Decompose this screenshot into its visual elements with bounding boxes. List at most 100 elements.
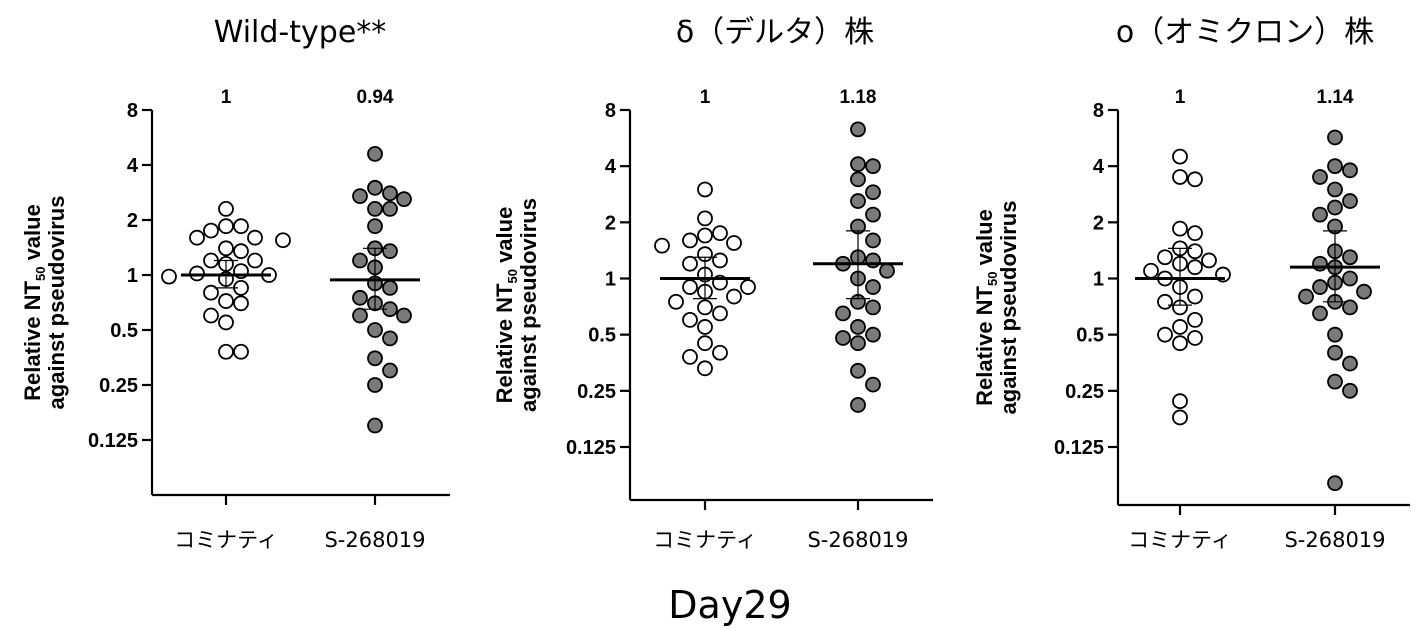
y-axis-label-subscript: 50 bbox=[33, 267, 48, 281]
data-point bbox=[1312, 305, 1328, 322]
data-point bbox=[835, 305, 851, 322]
y-axis-label-suffix: value bbox=[20, 204, 45, 266]
data-point bbox=[697, 319, 713, 335]
data-point bbox=[682, 349, 698, 365]
data-point bbox=[233, 343, 249, 360]
data-point bbox=[161, 268, 177, 285]
data-point bbox=[712, 344, 728, 361]
y-axis-label: Relative NT50 value against pseudovirus bbox=[492, 198, 541, 412]
y-axis-label-line2: against pseudovirus bbox=[516, 198, 541, 412]
panel-title: Wild-type** bbox=[214, 15, 387, 50]
data-point bbox=[1298, 288, 1314, 305]
data-point bbox=[367, 146, 383, 162]
data-point bbox=[1187, 243, 1203, 260]
data-point bbox=[382, 362, 398, 379]
ratio-label: 1 bbox=[1175, 87, 1186, 108]
y-tick-label: 0.125 bbox=[88, 430, 138, 452]
svg-text:Relative NT50 value: Relative NT50 value bbox=[972, 209, 1000, 406]
data-point bbox=[1157, 293, 1173, 310]
y-axis-label-subscript: 50 bbox=[985, 272, 1000, 286]
data-point bbox=[203, 222, 219, 239]
y-axis-label-line2: against pseudovirus bbox=[44, 196, 69, 410]
data-point bbox=[218, 240, 234, 257]
data-point bbox=[1342, 162, 1358, 179]
data-point bbox=[396, 307, 412, 324]
svg-text:Relative NT50 value: Relative NT50 value bbox=[492, 207, 520, 404]
data-point bbox=[865, 232, 881, 249]
y-tick-label: 8 bbox=[1093, 100, 1104, 122]
y-tick-label: 4 bbox=[605, 156, 617, 178]
data-point bbox=[1342, 355, 1358, 372]
data-point bbox=[1342, 270, 1358, 287]
data-point bbox=[726, 235, 742, 251]
data-point bbox=[865, 376, 881, 393]
y-axis-label-subscript: 50 bbox=[505, 269, 520, 283]
data-point bbox=[697, 335, 713, 352]
data-point bbox=[1327, 326, 1343, 343]
data-point bbox=[850, 121, 866, 138]
data-point bbox=[1327, 373, 1343, 390]
data-point bbox=[1327, 199, 1343, 216]
data-point bbox=[1172, 148, 1188, 165]
y-tick-label: 1 bbox=[605, 269, 616, 291]
data-point bbox=[275, 232, 291, 249]
data-point bbox=[1157, 249, 1173, 266]
data-point bbox=[1187, 259, 1203, 276]
data-point bbox=[189, 229, 205, 246]
y-tick-label: 2 bbox=[1093, 212, 1104, 234]
data-point bbox=[1187, 311, 1203, 328]
data-point bbox=[712, 305, 728, 322]
data-point bbox=[367, 218, 383, 235]
data-point bbox=[367, 377, 383, 393]
data-point bbox=[682, 311, 698, 328]
data-point bbox=[352, 188, 368, 205]
data-point bbox=[367, 179, 383, 196]
y-axis-label: Relative NT50 value against pseudovirus bbox=[972, 201, 1021, 415]
data-point bbox=[218, 218, 234, 235]
data-point bbox=[726, 288, 742, 305]
data-point bbox=[233, 218, 249, 235]
data-point bbox=[1187, 330, 1203, 346]
data-point bbox=[850, 362, 866, 379]
data-point bbox=[1172, 335, 1188, 352]
data-point bbox=[1312, 279, 1328, 295]
chart-panel: o（オミクロン）株 Relative NT50 value against pseu… bbox=[972, 15, 1410, 552]
y-tick-label: 0.5 bbox=[588, 325, 616, 347]
data-point bbox=[1342, 382, 1358, 399]
data-point bbox=[1201, 252, 1217, 269]
ratio-label: 0.94 bbox=[357, 87, 394, 108]
data-point bbox=[879, 262, 895, 279]
data-point bbox=[697, 210, 713, 227]
data-point bbox=[850, 193, 866, 209]
x-tick-label: コミナティ bbox=[653, 528, 757, 552]
data-point bbox=[697, 181, 713, 198]
x-tick-label: S-268019 bbox=[807, 528, 908, 552]
y-tick-label: 1 bbox=[1093, 269, 1104, 291]
data-point bbox=[1356, 283, 1372, 300]
ratio-label: 1 bbox=[700, 87, 711, 108]
data-point bbox=[382, 185, 398, 202]
ratio-label: 1 bbox=[221, 87, 232, 108]
data-point bbox=[382, 279, 398, 296]
data-point bbox=[396, 191, 412, 208]
data-point bbox=[1327, 181, 1343, 198]
data-point bbox=[218, 343, 234, 360]
x-tick-label: S-268019 bbox=[324, 528, 425, 552]
data-point bbox=[1172, 393, 1188, 410]
data-point bbox=[203, 307, 219, 324]
y-axis-label-text: Relative NT bbox=[20, 280, 45, 400]
data-point bbox=[1187, 171, 1203, 188]
data-point bbox=[382, 243, 398, 260]
data-point bbox=[1172, 169, 1188, 185]
panel-title: o（オミクロン）株 bbox=[1116, 15, 1374, 50]
data-point bbox=[218, 293, 234, 309]
y-tick-label: 8 bbox=[127, 100, 138, 122]
data-point bbox=[382, 330, 398, 347]
data-point bbox=[835, 330, 851, 346]
x-tick-label: S-268019 bbox=[1284, 528, 1385, 552]
y-tick-label: 8 bbox=[605, 100, 616, 122]
y-tick-label: 1 bbox=[127, 265, 138, 287]
data-point bbox=[865, 252, 881, 269]
data-point bbox=[1157, 326, 1173, 343]
y-axis-label-suffix: value bbox=[492, 207, 517, 269]
